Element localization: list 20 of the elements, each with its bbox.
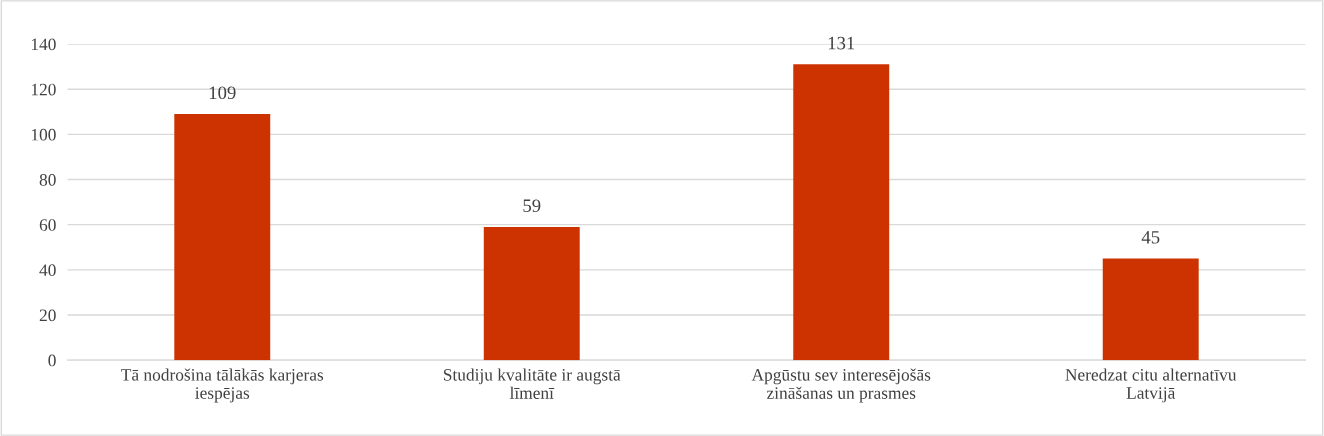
y-tick-label: 60 [39, 219, 56, 231]
bar [174, 114, 271, 361]
y-tick-label: 100 [31, 128, 56, 141]
y-tick-label: 120 [31, 83, 56, 96]
data-label: 109 [209, 86, 236, 100]
x-tick-label: Tā nodrošina tālākās karjeras iespējas [121, 368, 324, 403]
data-label: 131 [828, 36, 855, 50]
data-label: 45 [1141, 231, 1160, 244]
data-label: 59 [523, 199, 541, 212]
x-tick-label: Studiju kvalitāte ir augstā līmenī [443, 368, 621, 399]
y-tick-label: 140 [31, 38, 56, 51]
x-tick-label: Apgūstu sev interesējošās zināšanas un prasmes [751, 368, 931, 403]
y-tick-label: 0 [48, 354, 56, 367]
y-tick-label: 40 [39, 264, 56, 277]
bar [793, 64, 890, 361]
bar [1102, 258, 1199, 361]
y-tick-label: 20 [39, 309, 56, 322]
x-tick-label: Neredzat citu alternatīvu Latvijā [1065, 368, 1237, 403]
bar [483, 226, 580, 361]
y-tick-label: 80 [39, 173, 56, 186]
